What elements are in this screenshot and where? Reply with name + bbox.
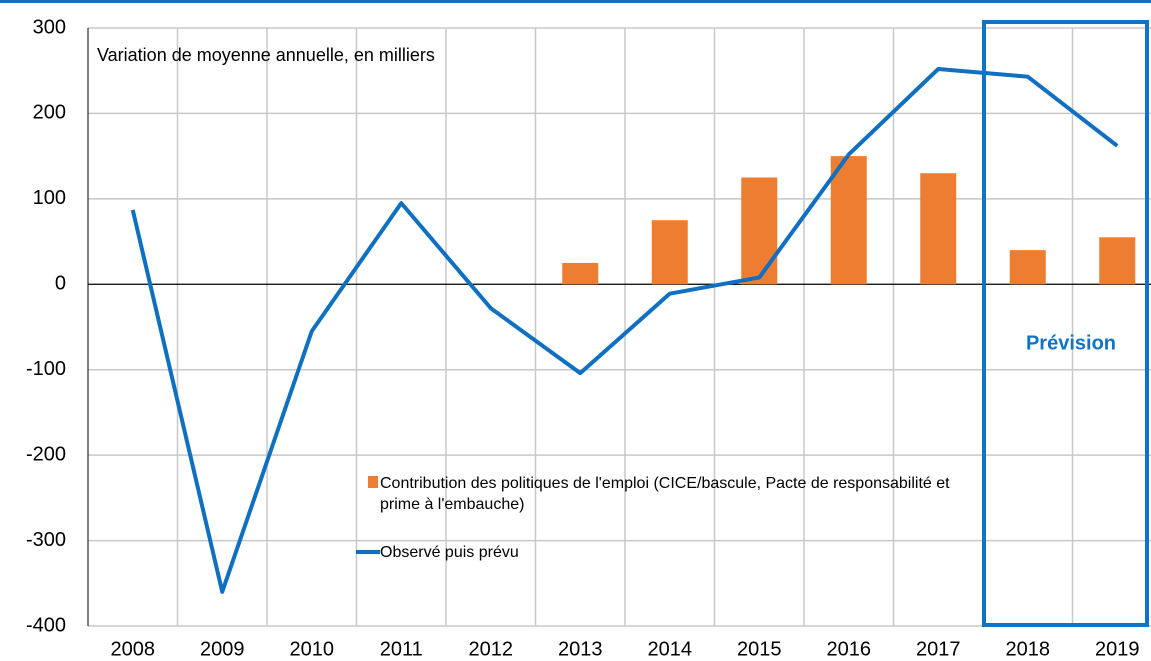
x-tick-label: 2009 [200,638,245,660]
x-tick-label: 2019 [1095,638,1140,660]
x-tick-label: 2016 [827,638,872,660]
bar [651,220,688,285]
bar [920,173,957,285]
x-tick-label: 2013 [558,638,603,660]
x-tick-label: 2010 [290,638,335,660]
x-tick-label: 2011 [380,638,423,660]
y-tick-label: 0 [55,273,66,295]
y-tick-label: 200 [33,102,66,124]
line [130,67,1119,594]
y-tick-label: 100 [33,187,66,209]
x-tick-label: 2018 [1006,638,1051,660]
bar [562,262,599,285]
forecast-label: Prévision [1026,332,1116,354]
y-tick-label: 300 [33,16,66,38]
y-tick-label: -300 [26,529,66,551]
y-tick-label: -100 [26,358,66,380]
bar [830,156,867,285]
top-border [0,0,1151,3]
legend-key-bar [368,476,378,488]
x-tick-label: 2008 [111,638,156,660]
x-tick-label: 2012 [469,638,514,660]
bar [741,177,778,285]
y-tick-label: -200 [26,443,66,465]
bar [1009,250,1046,285]
legend-bar-label: Contribution des politiques de l'emploi … [380,475,950,513]
y-tick-label: -400 [26,614,66,636]
x-tick-label: 2014 [648,638,693,660]
x-tick-label: 2015 [737,638,782,660]
bar [1099,237,1136,285]
forecast-box [982,20,1149,627]
legend-line-label: Observé puis prévu [380,544,519,561]
x-tick-label: 2017 [916,638,961,660]
annotation: Variation de moyenne annuelle, en millie… [97,45,435,65]
